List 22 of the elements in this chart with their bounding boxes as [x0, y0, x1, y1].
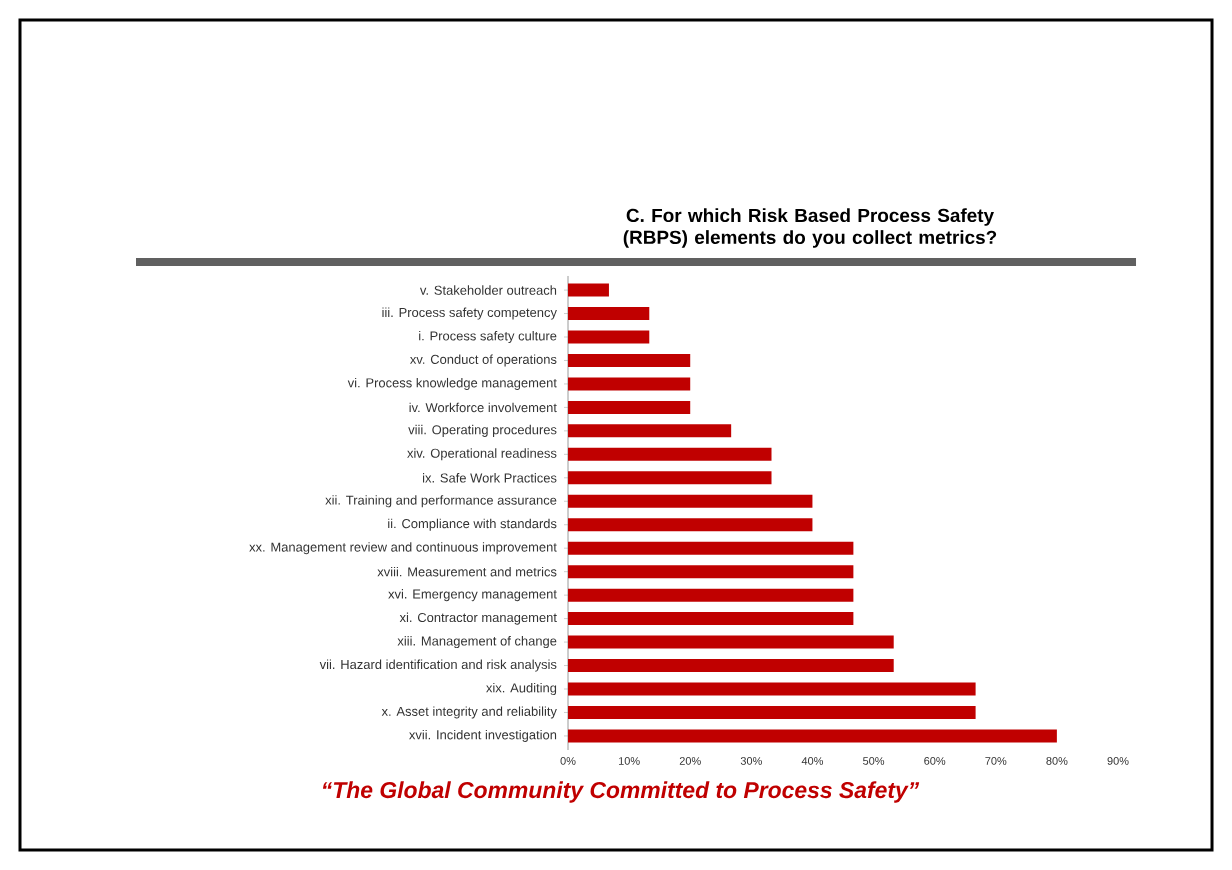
bar [568, 588, 854, 602]
bar [568, 659, 894, 673]
bar [568, 729, 1057, 743]
text: “The Global Community Committed to Process Safety” [322, 781, 920, 803]
bar [568, 541, 854, 555]
bar [568, 682, 976, 696]
bar [568, 471, 772, 485]
bar [568, 635, 894, 649]
bar [568, 307, 650, 321]
bar [568, 494, 813, 508]
bar [568, 518, 813, 532]
bar [568, 565, 854, 579]
chart-title: C. For which Risk Based Process Safety (RBPS) elements do you collect metrics? [623, 208, 997, 248]
bar [568, 283, 609, 297]
bar [568, 377, 691, 391]
bar [568, 424, 732, 438]
bar [568, 705, 976, 719]
bar [568, 400, 691, 414]
bar [568, 447, 772, 461]
bar [568, 330, 650, 344]
bar [568, 353, 691, 367]
bar [568, 612, 854, 626]
